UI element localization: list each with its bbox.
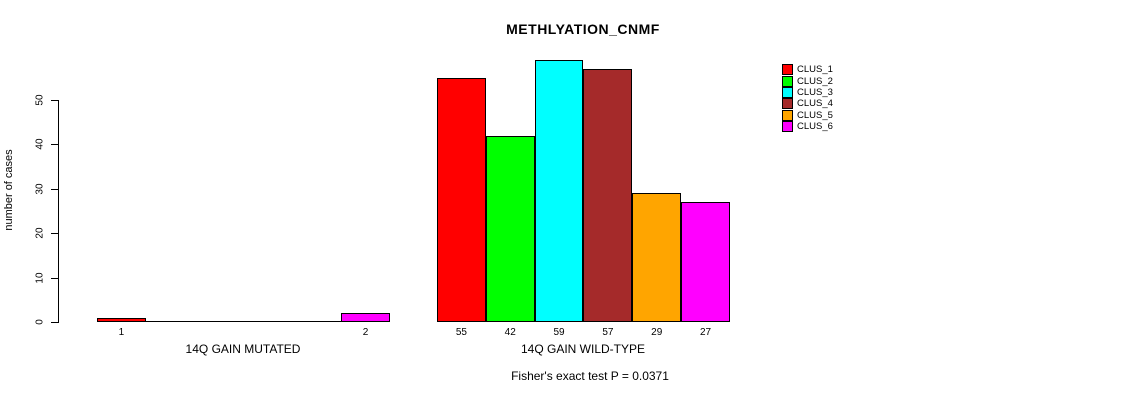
y-tick-label: 10 [34,272,46,284]
bar-clus-2 [485,135,535,322]
bar-clus-6 [341,313,390,322]
bar-clus-4-zero [243,321,293,322]
x-group-label-wildtype: 14Q GAIN WILD-TYPE [520,342,646,356]
bar-clus-3 [534,60,584,322]
legend-label: CLUS_2 [797,75,833,87]
bar-clus-2-zero [145,321,195,322]
y-tick-label: 40 [34,138,46,150]
legend-item-clus-4: CLUS_4 [782,98,833,110]
bar-value-label: 42 [504,327,516,338]
y-axis-title: number of cases [3,149,15,231]
legend-label: CLUS_3 [797,86,833,98]
bar-clus-4 [583,68,633,322]
y-tick-label: 20 [34,227,46,239]
y-axis-line [58,100,59,323]
legend-swatch-icon [782,121,793,133]
y-tick-mark [51,188,58,190]
legend-label: CLUS_6 [797,121,833,133]
legend-swatch-icon [782,75,793,87]
y-tick-mark [51,100,58,101]
legend-label: CLUS_5 [797,109,833,121]
chart-title: METHLYATION_CNMF [506,21,660,37]
legend-item-clus-5: CLUS_5 [782,109,833,121]
y-tick-label: 30 [34,183,46,195]
bar-value-label: 2 [362,327,369,338]
legend-item-clus-1: CLUS_1 [782,64,833,76]
legend-label: CLUS_4 [797,98,833,110]
bar-clus-1 [437,77,486,322]
y-tick-mark [51,322,58,323]
legend-swatch-icon [782,86,793,98]
y-tick-mark [51,233,58,235]
bar-value-label: 27 [700,327,712,338]
bar-clus-1 [97,317,146,322]
legend-item-clus-3: CLUS_3 [782,86,833,98]
y-tick-label: 0 [34,319,46,325]
bar-value-label: 1 [118,327,125,338]
legend-item-clus-2: CLUS_2 [782,75,833,87]
legend-swatch-icon [782,98,793,110]
legend-swatch-icon [782,109,793,121]
bar-value-label: 55 [455,327,467,338]
x-group-label-mutated: 14Q GAIN MUTATED [185,342,301,356]
bar-clus-6 [681,202,730,322]
legend: CLUS_1 CLUS_2 CLUS_3 CLUS_4 CLUS_5 CLUS_6 [782,64,833,133]
bar-clus-5 [632,193,682,322]
legend-label: CLUS_1 [797,64,833,76]
y-tick-mark [51,144,58,146]
legend-item-clus-6: CLUS_6 [782,121,833,133]
bar-value-label: 29 [651,327,663,338]
bar-value-label: 57 [602,327,614,338]
bar-value-label: 59 [553,327,565,338]
fisher-test-annotation: Fisher's exact test P = 0.0371 [511,369,669,383]
y-tick-mark [51,277,58,279]
legend-swatch-icon [782,64,793,76]
bar-clus-3-zero [194,321,244,322]
y-tick-label: 50 [34,94,46,106]
bar-clus-5-zero [292,321,342,322]
